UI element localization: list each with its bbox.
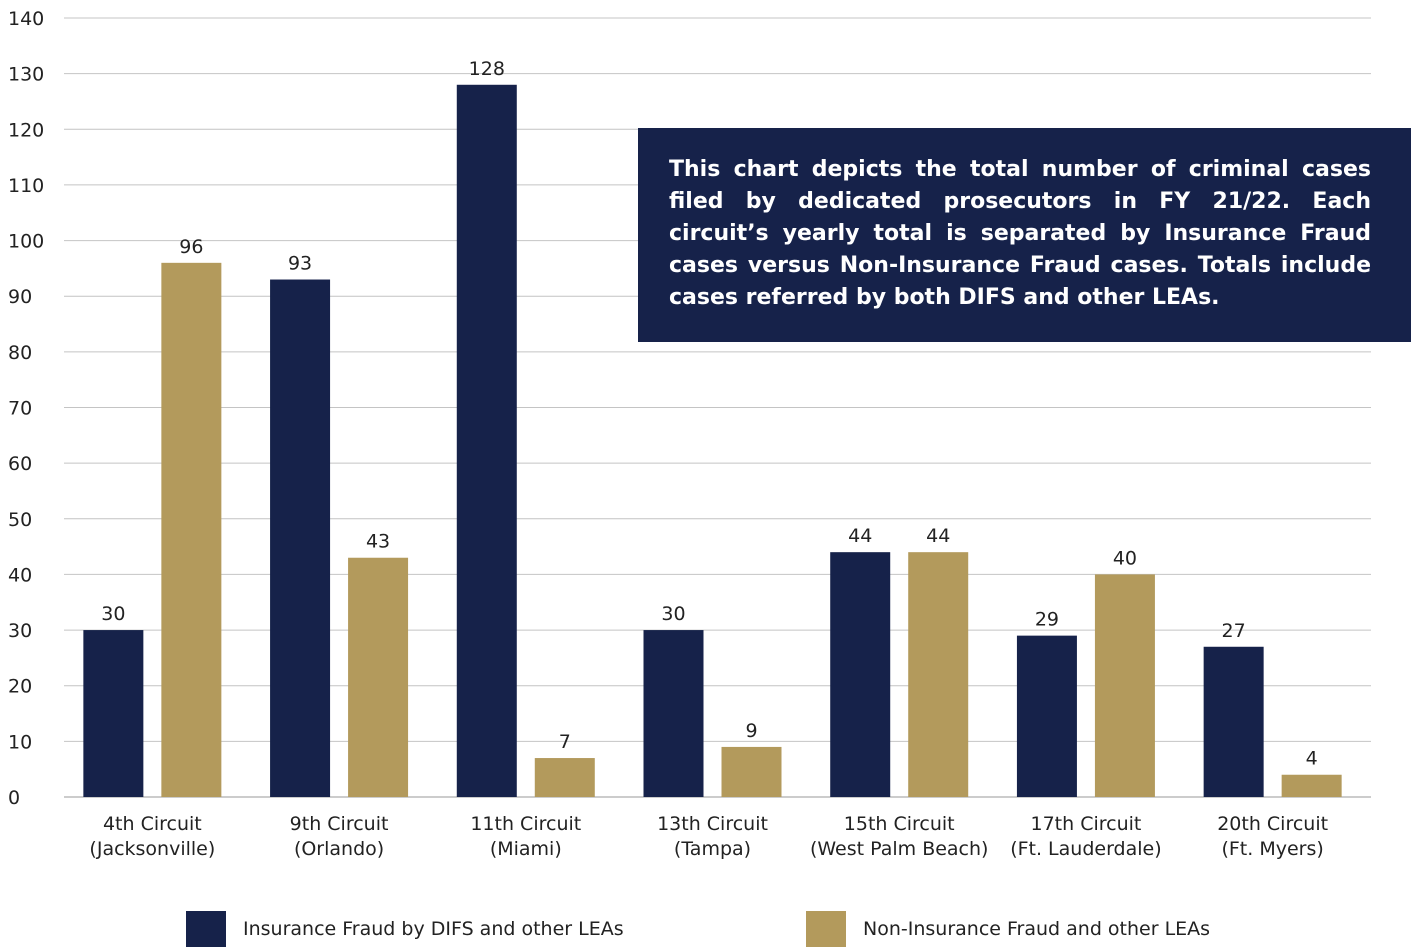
- data-label: 128: [469, 58, 505, 80]
- bar-insurance-fraud: [83, 630, 144, 797]
- bar-non-insurance-fraud: [1094, 574, 1155, 797]
- data-label: 4: [1306, 748, 1318, 770]
- x-tick-label: 4th Circuit: [103, 813, 202, 835]
- x-tick-label: 13th Circuit: [657, 813, 768, 835]
- legend-swatch-non-insurance-fraud: [806, 911, 846, 947]
- x-tick-sublabel: (Miami): [490, 838, 562, 860]
- data-label: 30: [661, 603, 685, 625]
- x-tick-sublabel: (Ft. Myers): [1221, 838, 1323, 860]
- data-label: 30: [101, 603, 125, 625]
- data-label: 40: [1113, 547, 1137, 569]
- y-tick-label: 50: [8, 509, 32, 531]
- x-tick-sublabel: (Ft. Lauderdale): [1010, 838, 1161, 860]
- y-tick-label: 30: [8, 620, 32, 642]
- data-label: 29: [1035, 609, 1059, 631]
- bar-non-insurance-fraud: [348, 557, 409, 797]
- y-tick-label: 80: [8, 342, 32, 364]
- bar-insurance-fraud: [456, 84, 517, 798]
- y-tick-label: 120: [8, 119, 44, 141]
- y-tick-label: 130: [8, 64, 44, 86]
- bar-non-insurance-fraud: [161, 262, 222, 797]
- bar-insurance-fraud: [643, 630, 704, 797]
- bar-non-insurance-fraud: [1281, 774, 1342, 797]
- data-label: 44: [926, 525, 950, 547]
- bar-insurance-fraud: [1016, 635, 1077, 797]
- data-label: 7: [559, 731, 571, 753]
- x-tick-sublabel: (West Palm Beach): [810, 838, 989, 860]
- x-tick-sublabel: (Jacksonville): [89, 838, 215, 860]
- bar-chart: 0 10 20 30 40 50 60 70 80 90 100 110 120 130 140 30 96 4t…: [8, 8, 1371, 860]
- bar-insurance-fraud: [830, 552, 891, 797]
- y-tick-label: 20: [8, 676, 32, 698]
- data-label: 96: [179, 236, 203, 258]
- legend-swatch-insurance-fraud: [186, 911, 226, 947]
- y-tick-label: 110: [8, 175, 44, 197]
- legend-label-non-insurance-fraud: Non-Insurance Fraud and other LEAs: [863, 918, 1211, 940]
- bar-non-insurance-fraud: [534, 758, 595, 797]
- y-tick-label: 140: [8, 8, 44, 30]
- legend-item-non-insurance-fraud: Non-Insurance Fraud and other LEAs: [806, 911, 1210, 947]
- x-tick-label: 15th Circuit: [844, 813, 955, 835]
- chart-annotation: This chart depicts the total number of c…: [638, 128, 1411, 342]
- y-tick-label: 90: [8, 286, 32, 308]
- legend-label-insurance-fraud: Insurance Fraud by DIFS and other LEAs: [243, 918, 624, 940]
- bar-insurance-fraud: [1203, 646, 1264, 797]
- y-tick-label: 60: [8, 453, 32, 475]
- data-label: 43: [366, 531, 390, 553]
- x-tick-sublabel: (Tampa): [674, 838, 751, 860]
- x-tick-label: 11th Circuit: [470, 813, 581, 835]
- data-label: 93: [288, 253, 312, 275]
- y-tick-label: 100: [8, 231, 44, 253]
- data-label: 9: [745, 720, 757, 742]
- y-tick-label: 0: [8, 787, 20, 809]
- y-tick-label: 40: [8, 564, 32, 586]
- x-tick-sublabel: (Orlando): [294, 838, 384, 860]
- x-tick-label: 20th Circuit: [1217, 813, 1328, 835]
- y-tick-label: 10: [8, 731, 32, 753]
- bar-insurance-fraud: [270, 279, 331, 797]
- legend: Insurance Fraud by DIFS and other LEAs N…: [0, 911, 1416, 947]
- bar-non-insurance-fraud: [908, 552, 969, 797]
- y-tick-label: 70: [8, 398, 32, 420]
- data-label: 44: [848, 525, 872, 547]
- bar-non-insurance-fraud: [721, 746, 782, 797]
- legend-item-insurance-fraud: Insurance Fraud by DIFS and other LEAs: [186, 911, 624, 947]
- x-tick-label: 9th Circuit: [290, 813, 389, 835]
- data-label: 27: [1222, 620, 1246, 642]
- x-tick-label: 17th Circuit: [1030, 813, 1141, 835]
